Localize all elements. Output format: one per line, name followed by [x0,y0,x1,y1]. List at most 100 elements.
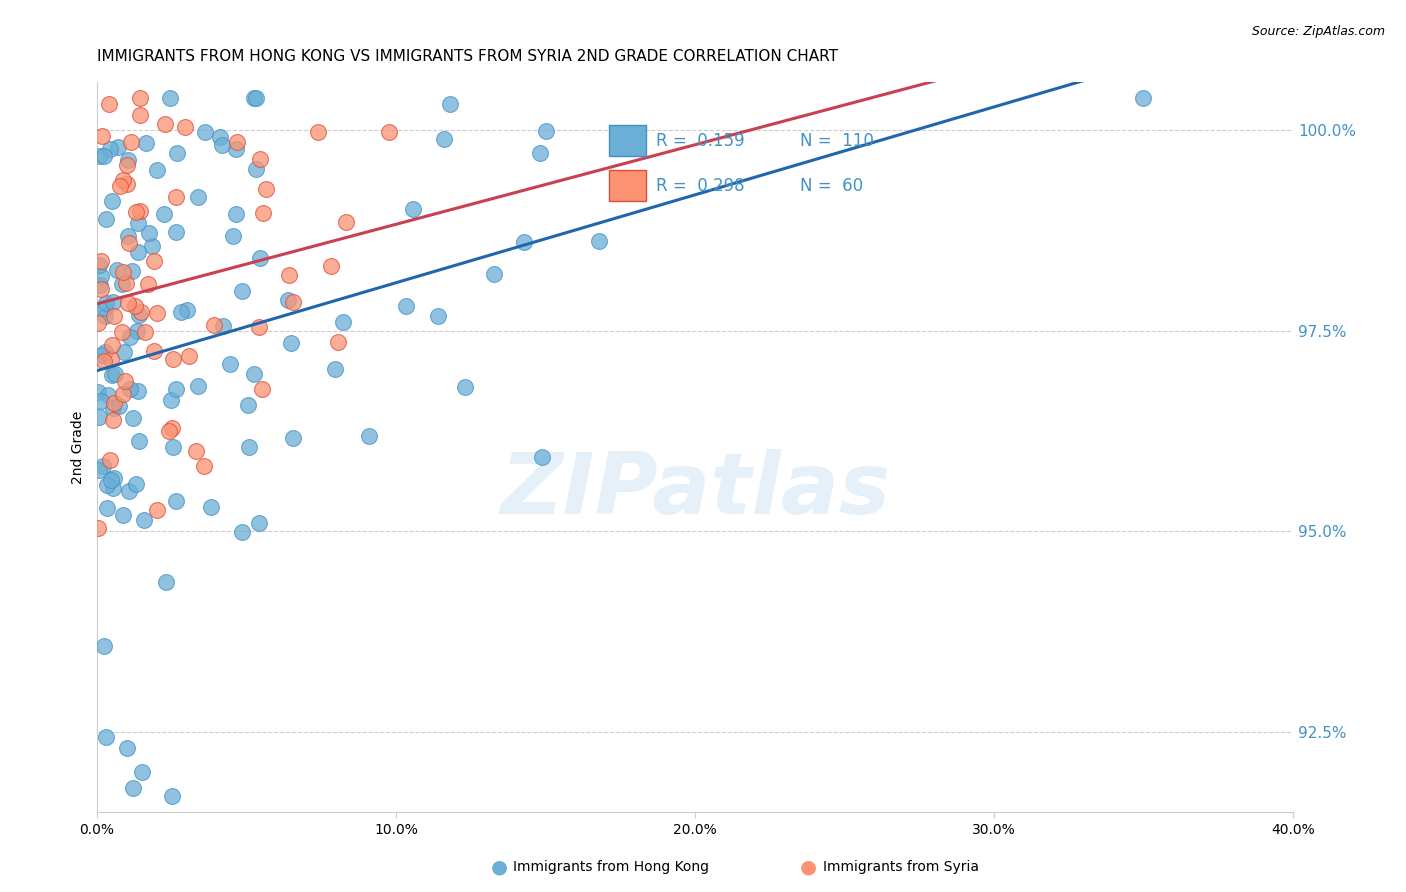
Point [103,295,125,310]
Y-axis label: 2nd Grade: 2nd Grade [72,410,86,483]
Point [219,357,242,371]
Point [186,190,208,204]
Point [125,205,148,219]
Point [91,128,114,143]
Point [128,204,150,219]
Point [209,129,232,144]
Point [118,329,141,343]
Point [134,325,156,339]
Point [162,440,184,454]
Point [117,153,139,168]
Point [90,348,112,362]
Point [120,383,142,397]
Point [242,91,264,105]
Point [395,299,418,313]
Point [89,409,111,424]
Point [90,254,112,268]
Point [238,441,260,455]
Point [98,97,121,112]
Text: IMMIGRANTS FROM HONG KONG VS IMMIGRANTS FROM SYRIA 2ND GRADE CORRELATION CHART: IMMIGRANTS FROM HONG KONG VS IMMIGRANTS … [97,49,838,64]
Point [335,215,357,229]
Text: ●: ● [491,857,508,877]
Point [357,428,380,442]
Point [98,452,121,467]
Point [249,252,271,266]
Point [103,309,125,323]
Point [454,380,477,394]
Point [165,494,187,508]
Point [127,245,149,260]
Point [280,335,302,350]
Point [135,136,157,150]
Point [89,278,111,293]
Point [159,425,181,439]
Point [277,293,299,307]
Point [101,413,124,427]
Point [165,225,187,239]
Text: Immigrants from Syria: Immigrants from Syria [823,860,979,874]
Point [87,316,110,330]
Point [101,481,124,495]
Point [252,205,274,219]
Point [103,396,125,410]
Point [307,125,329,139]
Point [202,318,225,332]
Point [160,789,183,804]
Point [108,179,131,194]
Point [238,398,260,412]
Point [131,765,153,780]
Point [143,344,166,359]
Point [211,319,233,334]
Point [128,434,150,448]
Point [90,283,112,297]
Point [427,309,450,323]
Point [245,91,267,105]
Point [100,351,122,366]
Point [200,500,222,514]
Point [115,741,138,756]
Point [103,471,125,485]
Point [173,120,195,135]
Point [111,325,134,339]
Point [112,387,135,401]
Point [107,140,129,154]
Point [211,137,233,152]
Point [104,368,127,382]
Point [326,334,349,349]
Text: ●: ● [800,857,817,877]
Point [118,484,141,499]
Point [588,234,610,248]
Point [125,477,148,491]
Point [93,353,115,368]
Point [281,294,304,309]
Point [277,268,299,282]
Point [115,277,138,291]
Point [531,450,554,464]
Point [103,401,125,416]
Point [231,284,253,298]
Point [176,303,198,318]
Point [93,309,115,323]
Point [245,161,267,176]
Point [122,781,145,796]
Point [128,308,150,322]
Point [193,458,215,473]
Point [177,349,200,363]
Point [114,374,136,388]
Point [325,362,347,376]
Point [138,226,160,240]
Point [249,153,271,167]
Point [100,142,122,156]
Point [482,268,505,282]
Point [184,444,207,458]
Point [89,149,111,163]
Point [97,387,120,401]
Point [93,301,115,315]
Point [117,229,139,244]
Text: ZIPatlas: ZIPatlas [501,450,890,533]
Point [136,277,159,292]
Point [513,235,536,249]
Point [91,458,114,473]
Point [128,107,150,121]
Point [529,145,551,160]
